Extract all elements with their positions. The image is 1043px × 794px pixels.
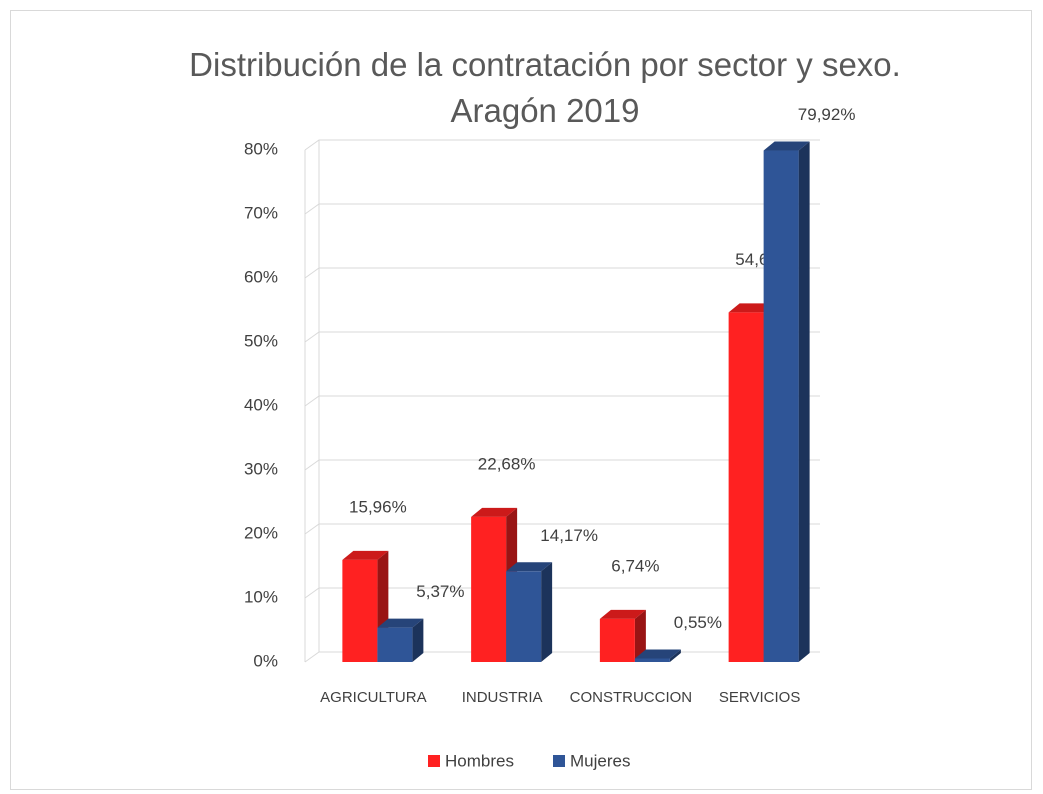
- legend-label: Mujeres: [570, 751, 630, 770]
- data-label: 5,37%: [416, 582, 464, 601]
- bar-top: [634, 649, 681, 659]
- bar-side: [669, 649, 681, 662]
- y-tick-label: 40%: [244, 395, 278, 414]
- y-tick-label: 0%: [253, 651, 278, 670]
- bar-top: [506, 562, 553, 572]
- x-tick-label: INDUSTRIA: [462, 689, 543, 706]
- bar: [728, 312, 764, 662]
- bar: [377, 627, 413, 662]
- y-tick-label: 10%: [244, 587, 278, 606]
- bar-side: [798, 141, 810, 663]
- bar: [599, 618, 635, 662]
- data-label: 6,74%: [611, 556, 659, 575]
- x-tick-label: SERVICIOS: [719, 689, 800, 706]
- legend-swatch: [428, 755, 440, 767]
- data-label: 22,68%: [478, 454, 536, 473]
- data-label: 14,17%: [540, 526, 598, 545]
- bar-top: [728, 303, 775, 313]
- data-label: 15,96%: [349, 497, 407, 516]
- bar-top: [471, 507, 518, 517]
- y-tick-label: 20%: [244, 523, 278, 542]
- chart-frame: [10, 10, 1032, 790]
- grid-line: [304, 267, 820, 279]
- bar-side: [541, 562, 553, 662]
- y-tick-label: 60%: [244, 267, 278, 286]
- grid-line: [304, 139, 820, 151]
- chart-title: Distribución de la contratación por sect…: [189, 46, 901, 129]
- data-label: 79,92%: [798, 105, 856, 124]
- bar-top: [763, 141, 810, 151]
- bar-side: [412, 618, 424, 662]
- bar: [763, 150, 799, 662]
- legend-label: Hombres: [445, 751, 514, 770]
- y-tick-label: 70%: [244, 203, 278, 222]
- x-tick-label: CONSTRUCCION: [570, 689, 693, 706]
- x-tick-label: AGRICULTURA: [320, 689, 426, 706]
- bar: [342, 559, 378, 662]
- bar-side: [634, 609, 646, 662]
- y-tick-label: 30%: [244, 459, 278, 478]
- bar: [634, 658, 670, 662]
- bar-top: [377, 618, 424, 628]
- grid-line: [304, 203, 820, 215]
- y-tick-label: 50%: [244, 331, 278, 350]
- bar-top: [599, 609, 646, 619]
- y-tick-label: 80%: [244, 139, 278, 158]
- bar: [471, 516, 507, 662]
- bar: [506, 571, 542, 662]
- bar-top: [342, 550, 389, 560]
- data-label: 0,55%: [674, 613, 722, 632]
- legend-swatch: [553, 755, 565, 767]
